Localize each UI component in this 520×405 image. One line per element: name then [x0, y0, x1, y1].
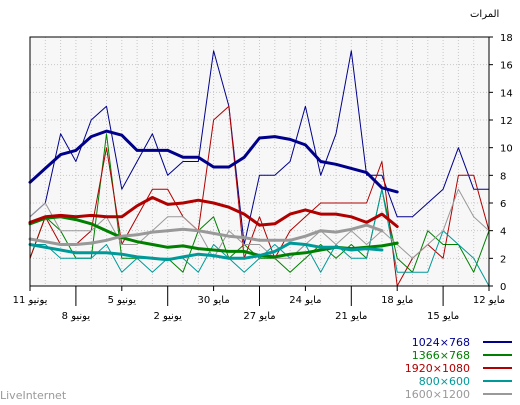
x-tick-label: 11 يونيو	[13, 295, 48, 306]
x-tick-label: 30 مايو	[197, 295, 229, 306]
y-tick-label: 18	[500, 33, 513, 44]
y-tick-label: 0	[500, 282, 506, 293]
x-tick-label: 12 مايو	[473, 295, 505, 306]
y-tick-label: 4	[500, 227, 506, 238]
y-tick-label: 2	[500, 254, 506, 265]
plot-area: 0 2 4 6 8 10 12 14 16 18 12 مايو 18 مايو 24 مايو 30 م…	[13, 33, 513, 322]
plot-frame	[29, 36, 490, 287]
y-tick-label: 8	[500, 171, 506, 182]
x-tick-label: 8 يونيو	[62, 311, 91, 322]
series-line-trend	[28, 196, 399, 228]
y-tick-label: 6	[500, 199, 506, 210]
y-tick-label: 16	[500, 61, 513, 72]
legend-label: 1920×1080	[405, 362, 470, 375]
x-tick-label: 15 مايو	[427, 311, 459, 322]
series-line-trend	[28, 129, 399, 194]
y-tick-label: 12	[500, 116, 513, 127]
x-tick-label: 18 مايو	[381, 295, 413, 306]
x-tick-label: 5 يونيو	[108, 295, 137, 306]
series-line-trend	[28, 223, 384, 246]
plot-background	[30, 37, 489, 286]
series-line-daily	[30, 188, 490, 287]
legend-label: 800×600	[419, 375, 470, 388]
legend-label: 1024×768	[412, 336, 470, 349]
x-tick-label: 24 مايو	[289, 295, 321, 306]
legend-label: 1366×768	[412, 349, 470, 362]
series-line-trend	[28, 241, 384, 262]
y-axis-label: المرات	[470, 9, 499, 20]
brand-label: LiveInternet	[0, 389, 67, 402]
x-tick-label: 21 مايو	[335, 311, 367, 322]
x-tick-label: 27 مايو	[243, 311, 275, 322]
y-tick-label: 10	[500, 144, 513, 155]
series-line-daily	[29, 50, 489, 245]
x-tick-label: 2 يونيو	[153, 311, 182, 322]
legend-label: 1600×1200	[405, 388, 470, 401]
legend: 1024×7681366×7681920×1080800×6001600×120…	[405, 336, 512, 401]
y-tick-label: 14	[500, 88, 513, 99]
